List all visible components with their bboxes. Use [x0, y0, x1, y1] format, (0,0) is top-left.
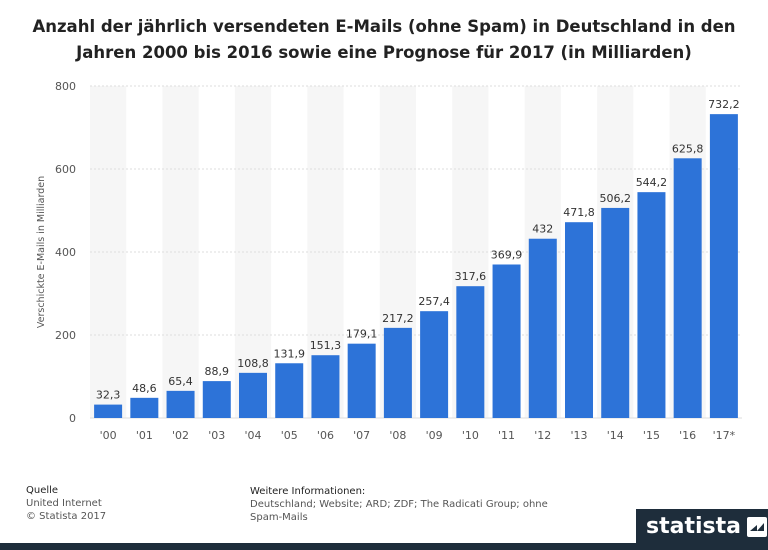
x-tick-label: '11	[498, 429, 515, 442]
statista-logo-icon	[746, 517, 767, 537]
bar	[420, 311, 449, 418]
y-tick-label: 0	[69, 412, 76, 425]
y-tick-label: 200	[55, 329, 76, 342]
x-tick-label: '05	[281, 429, 298, 442]
data-label: 432	[532, 223, 553, 236]
data-label: 257,4	[418, 295, 450, 308]
x-tick-label: '17*	[713, 429, 736, 442]
x-tick-label: '10	[462, 429, 479, 442]
x-tick-label: '13	[570, 429, 587, 442]
footer-bar	[0, 543, 768, 550]
x-tick-label: '09	[426, 429, 443, 442]
bar	[673, 158, 702, 418]
x-tick-label: '06	[317, 429, 334, 442]
data-label: 732,2	[708, 98, 740, 111]
x-tick-label: '16	[679, 429, 696, 442]
x-tick-label: '14	[607, 429, 624, 442]
column-band	[90, 86, 127, 418]
data-label: 151,3	[310, 339, 342, 352]
info-block: Weitere Informationen: Deutschland; Webs…	[250, 485, 548, 524]
x-tick-label: '15	[643, 429, 660, 442]
source-heading: Quelle	[26, 485, 59, 496]
bar	[601, 207, 630, 418]
data-label: 471,8	[563, 206, 595, 219]
data-label: 88,9	[205, 365, 230, 378]
x-tick-label: '07	[353, 429, 370, 442]
bar	[565, 222, 593, 418]
bar	[456, 286, 485, 418]
source-line-1: United Internet	[26, 498, 102, 509]
bar	[94, 404, 123, 418]
x-tick-label: '12	[534, 429, 551, 442]
x-tick-label: '03	[208, 429, 225, 442]
x-tick-label: '02	[172, 429, 189, 442]
data-label: 506,2	[599, 192, 631, 205]
source-line-2: © Statista 2017	[26, 511, 107, 522]
bar	[275, 363, 304, 418]
data-label: 369,9	[491, 248, 523, 261]
bar	[311, 355, 340, 418]
bar	[166, 390, 195, 418]
bar	[528, 238, 557, 418]
y-tick-label: 400	[55, 246, 76, 259]
data-label: 65,4	[168, 375, 193, 388]
bar	[492, 264, 521, 418]
info-heading: Weitere Informationen:	[250, 486, 366, 497]
source-block: Quelle United Internet © Statista 2017	[26, 484, 106, 523]
bar	[130, 397, 159, 418]
bar	[202, 381, 231, 418]
bar	[347, 343, 376, 418]
info-line-2: Spam-Mails	[250, 512, 308, 523]
data-label: 625,8	[672, 142, 704, 155]
data-label: 317,6	[455, 270, 487, 283]
x-tick-label: '08	[389, 429, 406, 442]
data-label: 131,9	[273, 347, 305, 360]
y-tick-label: 800	[55, 80, 76, 93]
y-tick-label: 600	[55, 163, 76, 176]
data-label: 32,3	[96, 389, 121, 402]
bar	[239, 372, 267, 418]
info-line-1: Deutschland; Website; ARD; ZDF; The Radi…	[250, 499, 548, 510]
y-axis-label: Verschickte E-Mails in Milliarden	[36, 176, 47, 328]
x-tick-label: '04	[244, 429, 261, 442]
bar-chart: 0 200 400 600 800 Verschickte E-Mails in Mill…	[36, 80, 742, 442]
statista-logo[interactable]: statista	[636, 509, 768, 545]
bar	[637, 192, 666, 418]
data-label: 108,8	[237, 357, 269, 370]
x-tick-label: '00	[100, 429, 117, 442]
chart-title: Anzahl der jährlich versendeten E-Mails …	[32, 17, 736, 62]
bar	[709, 114, 738, 419]
logo-text: statista	[646, 514, 741, 539]
data-label: 544,2	[636, 176, 668, 189]
column-band	[162, 86, 199, 418]
data-label: 217,2	[382, 312, 414, 325]
bar	[383, 327, 412, 418]
data-label: 179,1	[346, 328, 378, 341]
data-label: 48,6	[132, 382, 157, 395]
x-tick-label: '01	[136, 429, 153, 442]
column-band	[234, 86, 272, 418]
